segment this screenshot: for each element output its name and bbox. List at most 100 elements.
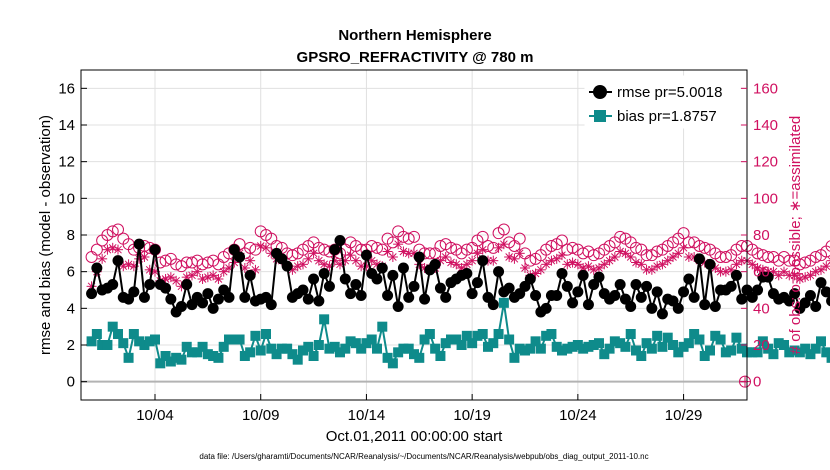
rmse-point — [413, 251, 425, 263]
y-tick-label: 14 — [58, 117, 75, 134]
rmse-point — [593, 271, 605, 283]
obs-assimilated-point — [208, 270, 219, 281]
bias-point — [546, 329, 557, 339]
obs-assimilated-point — [620, 248, 631, 259]
rmse-point — [107, 279, 119, 290]
rmse-point — [149, 244, 161, 256]
bias-point — [144, 336, 155, 347]
y-right-tick-label: 160 — [753, 80, 778, 97]
rmse-point — [709, 301, 721, 312]
bias-point — [250, 330, 261, 341]
obs-assimilated-point — [472, 248, 483, 259]
bias-point — [768, 349, 779, 360]
obs-possible-point — [408, 230, 420, 243]
rmse-point — [144, 279, 156, 290]
obs-possible-point — [682, 236, 695, 249]
rmse-point — [382, 290, 394, 301]
bias-point — [520, 345, 530, 356]
bias-point — [699, 351, 710, 361]
bias-point — [493, 329, 504, 339]
rmse-point — [582, 299, 594, 311]
bias-point — [456, 340, 467, 350]
obs-assimilated-point — [678, 242, 689, 253]
bias-point — [710, 330, 721, 341]
bias-point — [102, 340, 113, 350]
rmse-point — [165, 293, 177, 305]
bias-point — [446, 334, 456, 345]
obs-assimilated-point — [113, 244, 123, 255]
rmse-point — [609, 290, 621, 301]
rmse-point — [202, 288, 214, 300]
legend-rmse-label: rmse pr=5.0018 — [617, 84, 722, 101]
obs-assimilated-point — [192, 266, 203, 277]
obs-possible-point — [154, 256, 167, 269]
rmse-point — [641, 280, 653, 292]
bias-point — [271, 349, 282, 360]
obs-assimilated-point — [218, 266, 229, 277]
obs-assimilated-point — [345, 250, 356, 261]
y-tick-label: 2 — [67, 337, 75, 354]
bias-point — [826, 352, 830, 363]
y-tick-label: 6 — [67, 264, 75, 281]
bias-point — [530, 336, 541, 347]
bias-point — [187, 347, 197, 358]
rmse-point — [683, 273, 695, 285]
rmse-point — [265, 299, 277, 311]
bias-point — [472, 330, 483, 341]
obs-assimilated-point — [625, 252, 636, 262]
rmse-point — [789, 288, 801, 300]
bias-point — [350, 338, 361, 349]
rmse-point — [175, 301, 187, 312]
rmse-point — [826, 295, 830, 307]
bias-point — [155, 358, 166, 369]
bias-point — [440, 338, 451, 349]
obs-possible-point — [566, 241, 579, 254]
x-tick-label: 10/19 — [453, 407, 491, 424]
bias-point — [319, 314, 330, 325]
obs-possible-point — [793, 258, 806, 271]
rmse-point — [466, 288, 478, 300]
y-tick-label: 8 — [67, 227, 75, 244]
obs-possible-point — [651, 245, 664, 258]
obs-assimilated-point — [731, 259, 742, 270]
obs-assimilated-point — [657, 259, 668, 270]
rmse-point — [530, 290, 542, 301]
bias-point — [409, 349, 419, 360]
obs-assimilated-point — [773, 270, 784, 281]
obs-possible-point — [545, 240, 558, 252]
rmse-point — [197, 297, 209, 309]
bias-point — [282, 343, 293, 354]
rmse-point — [302, 293, 314, 305]
rmse-point — [334, 235, 346, 246]
bias-point — [335, 347, 345, 358]
rmse-point — [339, 273, 351, 285]
obs-possible-point — [90, 243, 103, 256]
bias-point — [784, 347, 795, 358]
bias-point — [403, 343, 414, 354]
y-right-tick-label: 60 — [753, 264, 770, 281]
rmse-point — [651, 286, 663, 298]
y-tick-label: 12 — [58, 154, 75, 171]
bias-point — [377, 321, 388, 332]
rmse-point — [181, 279, 193, 290]
rmse-point — [112, 255, 124, 267]
obs-possible-point — [106, 225, 119, 238]
bias-point — [165, 356, 176, 367]
bias-point — [213, 352, 224, 363]
bias-point — [298, 345, 308, 356]
obs-assimilated-point — [752, 263, 763, 273]
rmse-point — [419, 293, 431, 305]
bias-point — [557, 345, 567, 356]
bias-point — [150, 334, 160, 345]
rmse-point — [487, 299, 499, 311]
bias-point — [525, 343, 536, 354]
obs-possible-point — [402, 232, 415, 245]
rmse-point — [434, 282, 446, 294]
rmse-point — [212, 293, 224, 305]
rmse-point — [635, 291, 647, 303]
obs-assimilated-point — [467, 255, 478, 266]
bias-point — [488, 338, 499, 349]
obs-assimilated-point — [551, 253, 562, 264]
rmse-point — [223, 291, 235, 303]
rmse-point — [160, 282, 172, 294]
